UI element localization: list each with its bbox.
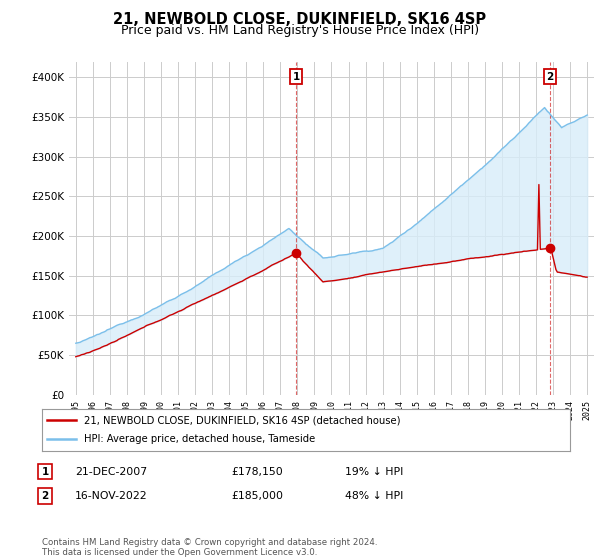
Text: 16-NOV-2022: 16-NOV-2022 bbox=[75, 491, 148, 501]
Text: £178,150: £178,150 bbox=[231, 466, 283, 477]
Text: 21, NEWBOLD CLOSE, DUKINFIELD, SK16 4SP (detached house): 21, NEWBOLD CLOSE, DUKINFIELD, SK16 4SP … bbox=[84, 415, 401, 425]
Text: 2: 2 bbox=[547, 72, 554, 82]
Text: 21-DEC-2007: 21-DEC-2007 bbox=[75, 466, 147, 477]
Text: 1: 1 bbox=[41, 466, 49, 477]
Text: 19% ↓ HPI: 19% ↓ HPI bbox=[345, 466, 403, 477]
Text: HPI: Average price, detached house, Tameside: HPI: Average price, detached house, Tame… bbox=[84, 435, 316, 445]
Text: 2: 2 bbox=[41, 491, 49, 501]
Text: 48% ↓ HPI: 48% ↓ HPI bbox=[345, 491, 403, 501]
Text: Contains HM Land Registry data © Crown copyright and database right 2024.
This d: Contains HM Land Registry data © Crown c… bbox=[42, 538, 377, 557]
Text: 21, NEWBOLD CLOSE, DUKINFIELD, SK16 4SP: 21, NEWBOLD CLOSE, DUKINFIELD, SK16 4SP bbox=[113, 12, 487, 27]
Text: 1: 1 bbox=[292, 72, 299, 82]
Text: £185,000: £185,000 bbox=[231, 491, 283, 501]
Text: Price paid vs. HM Land Registry's House Price Index (HPI): Price paid vs. HM Land Registry's House … bbox=[121, 24, 479, 36]
